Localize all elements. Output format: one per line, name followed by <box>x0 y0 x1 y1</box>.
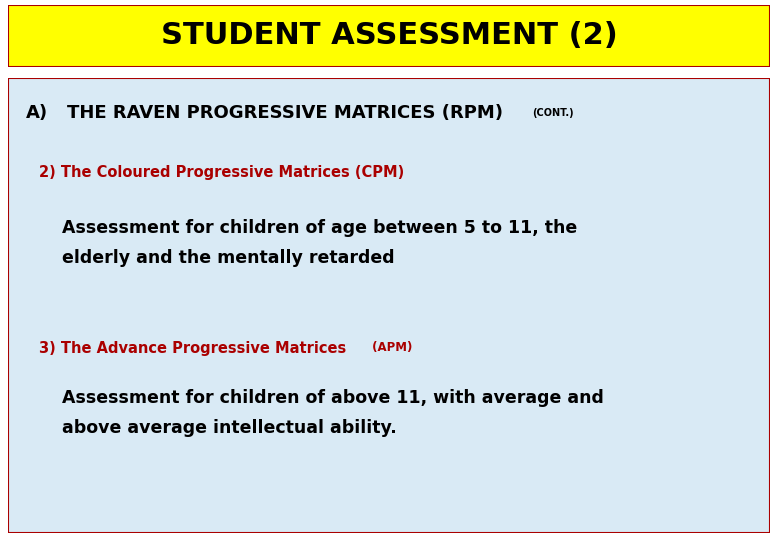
Text: 2) The Coloured Progressive Matrices (CPM): 2) The Coloured Progressive Matrices (CP… <box>40 165 405 180</box>
Text: (APM): (APM) <box>369 341 413 354</box>
Text: Assessment for children of above 11, with average and: Assessment for children of above 11, wit… <box>62 389 604 407</box>
Text: (CONT.): (CONT.) <box>532 108 573 118</box>
Text: STUDENT ASSESSMENT (2): STUDENT ASSESSMENT (2) <box>160 22 618 51</box>
Text: 3) The Advance Progressive Matrices: 3) The Advance Progressive Matrices <box>40 341 346 355</box>
Text: elderly and the mentally retarded: elderly and the mentally retarded <box>62 249 394 267</box>
Text: A): A) <box>26 104 47 122</box>
Text: above average intellectual ability.: above average intellectual ability. <box>62 419 397 437</box>
Text: Assessment for children of age between 5 to 11, the: Assessment for children of age between 5… <box>62 219 577 237</box>
Text: THE RAVEN PROGRESSIVE MATRICES (RPM): THE RAVEN PROGRESSIVE MATRICES (RPM) <box>67 104 503 122</box>
